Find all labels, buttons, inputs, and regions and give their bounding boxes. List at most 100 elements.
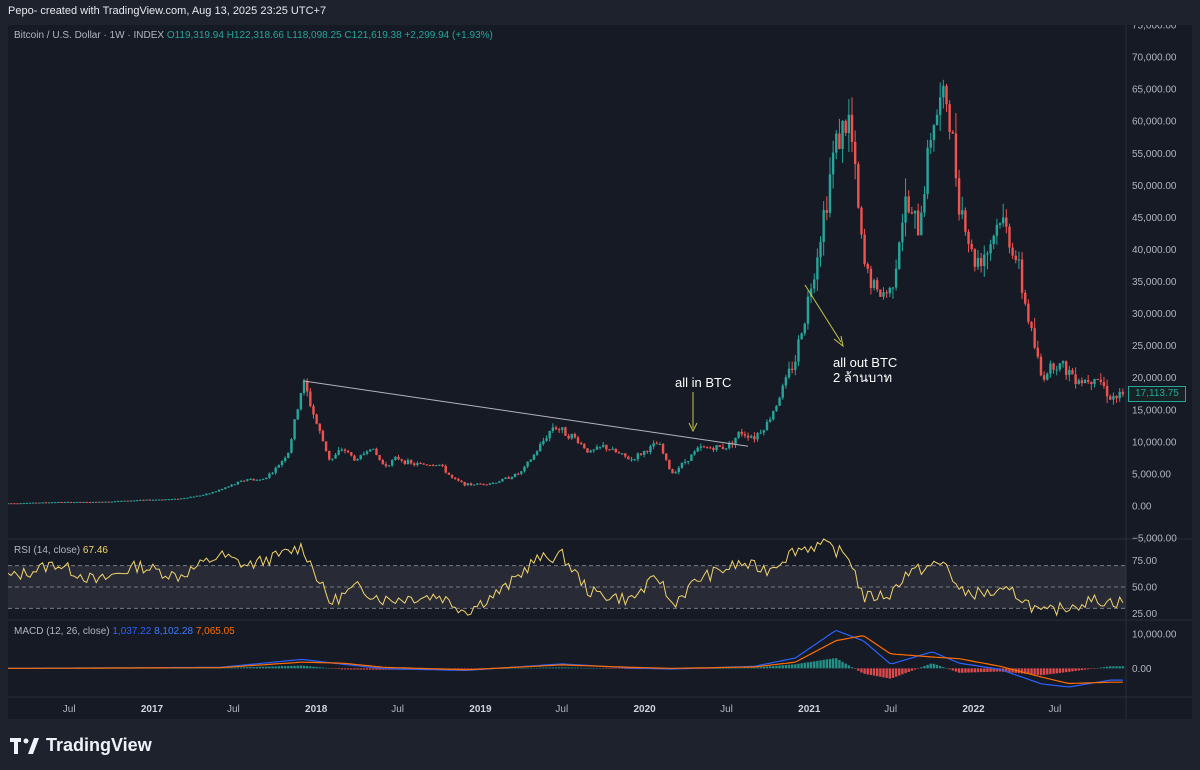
macd-histogram-bar (1055, 668, 1058, 674)
candle-body (570, 434, 573, 439)
candle-body (54, 502, 57, 504)
macd-histogram-bar (1115, 666, 1118, 669)
candle-body (195, 495, 199, 497)
macd-histogram-bar (249, 667, 252, 669)
macd-histogram-bar (935, 664, 939, 669)
macd-histogram-bar (337, 668, 340, 670)
macd-histogram-bar (567, 667, 570, 669)
macd-histogram-bar (362, 668, 366, 670)
candle-body (579, 443, 583, 445)
candle-body (419, 463, 422, 465)
macd-histogram-bar (378, 668, 381, 670)
candle-body (671, 469, 674, 474)
candle-body (296, 409, 299, 420)
candle-body (787, 368, 791, 378)
candle-body (967, 231, 970, 244)
tradingview-logo[interactable]: TradingView (10, 735, 152, 756)
candle-body (258, 479, 262, 481)
macd-histogram-bar (1121, 666, 1125, 669)
candle-body (882, 292, 885, 297)
macd-histogram-bar (885, 668, 888, 678)
candle-body (132, 500, 136, 502)
macd-histogram-bar (239, 667, 243, 669)
macd-histogram-bar (242, 667, 246, 669)
macd-histogram-bar (765, 666, 769, 669)
candle-body (82, 501, 85, 503)
macd-histogram-bar (910, 668, 914, 671)
macd-histogram-bar (954, 668, 958, 672)
candle-body (19, 503, 22, 505)
candle-body (1102, 382, 1106, 386)
candle-body (246, 479, 249, 481)
macd-histogram-bar (230, 667, 233, 669)
candle-body (1096, 379, 1099, 381)
rsi-label[interactable]: RSI (14, close) (14, 545, 81, 556)
candle-body (123, 500, 126, 502)
macd-histogram-bar (268, 666, 271, 669)
candle-body (737, 431, 740, 438)
price-axis-tick-label: 35,000.00 (1132, 277, 1177, 288)
candle-body (1011, 247, 1014, 256)
candle-body (1115, 396, 1118, 399)
candle-body (945, 85, 948, 105)
annotation-all-in: all in BTC (675, 375, 732, 390)
candle-body (973, 249, 977, 267)
candle-body (457, 478, 460, 481)
candle-body (1077, 380, 1080, 385)
candle-body (498, 481, 501, 483)
candle-body (362, 453, 366, 456)
macd-histogram-bar (545, 667, 548, 669)
macd-label[interactable]: MACD (12, 26, close) (14, 626, 110, 637)
candle-body (305, 380, 309, 392)
candle-body (302, 380, 306, 394)
chart-svg[interactable]: 75,000.00 70,000.00 65,000.00 60,000.00 55,0… (8, 25, 1192, 719)
macd-histogram-bar (813, 661, 816, 669)
candle-body (1042, 375, 1046, 380)
macd-histogram-bar (321, 667, 325, 669)
macd-histogram-bar (614, 668, 618, 669)
macd-histogram-bar (605, 668, 608, 669)
candle-body (334, 454, 337, 459)
candle-body (983, 254, 986, 266)
symbol-label[interactable]: Bitcoin / U.S. Dollar · 1W · INDEX (14, 30, 165, 41)
candle-body (381, 459, 384, 465)
macd-histogram-bar (850, 667, 854, 669)
candle-body (406, 460, 410, 465)
macd-histogram-bar (1112, 666, 1115, 669)
candle-body (22, 503, 25, 505)
candle-body (551, 427, 555, 431)
macd-histogram-bar (721, 668, 725, 669)
macd-histogram-bar (831, 658, 835, 669)
macd-histogram-bar (715, 668, 718, 669)
macd-histogram-bar (312, 666, 315, 669)
candle-body (220, 488, 224, 490)
candle-body (942, 85, 945, 98)
macd-histogram-bar (772, 666, 775, 669)
macd-histogram-bar (787, 664, 791, 669)
candle-body (718, 445, 721, 447)
macd-histogram-bar (1118, 666, 1121, 669)
high-value: H122,318.66 (226, 30, 284, 41)
candle-body (387, 465, 391, 467)
macd-histogram-bar (318, 667, 321, 669)
candle-body (309, 391, 312, 407)
macd-histogram-bar (469, 668, 473, 669)
candle-body (233, 484, 236, 486)
candle-body (391, 460, 394, 466)
macd-histogram-bar (595, 668, 599, 669)
candle-body (1058, 363, 1062, 370)
rsi-axis-tick-label: 75.00 (1132, 556, 1157, 567)
candle-body (989, 244, 992, 254)
candle-body (211, 492, 214, 494)
macd-histogram-bar (340, 668, 344, 670)
macd-histogram-bar (1080, 668, 1084, 671)
annotation-all-out-line1: all out BTC (833, 355, 898, 370)
candle-body (494, 482, 498, 484)
macd-histogram-bar (816, 660, 819, 669)
chart-area[interactable]: 75,000.00 70,000.00 65,000.00 60,000.00 55,0… (8, 25, 1192, 719)
candle-body (721, 446, 725, 449)
candle-body (699, 446, 703, 448)
macd-histogram-bar (195, 668, 199, 669)
time-axis-tick-label: 2017 (141, 704, 164, 715)
candle-body (901, 222, 904, 243)
